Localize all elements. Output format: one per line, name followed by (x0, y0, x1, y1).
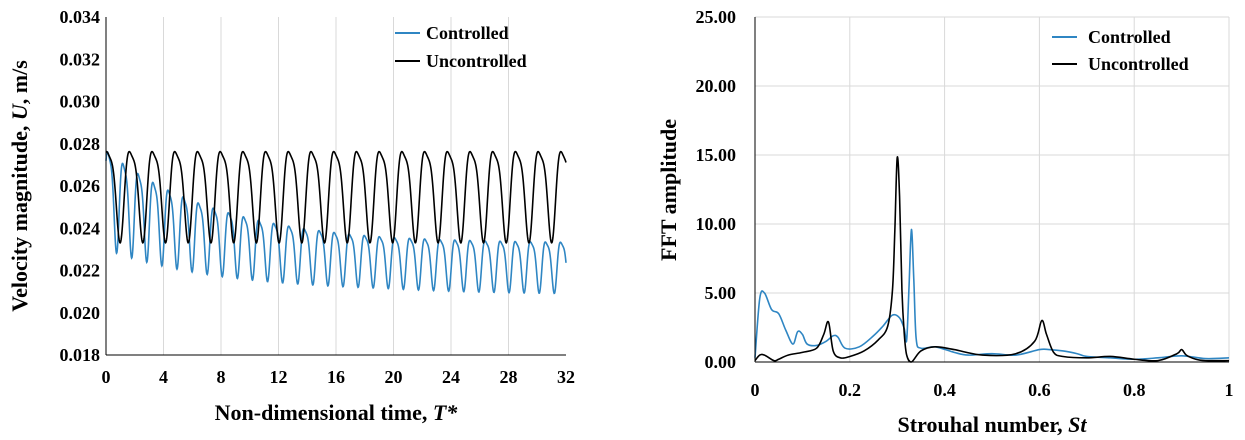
c2-x-tick-label: 1 (1225, 380, 1234, 400)
c1-x-tick-label: 32 (557, 367, 575, 387)
c2-legend-label-controlled: Controlled (1088, 27, 1171, 47)
c1-legend: Controlled Uncontrolled (395, 23, 527, 71)
fft-spectrum-chart: 0 0.2 0.4 0.6 0.8 1 0.00 5.00 10.00 15.00 20.00 25… (656, 7, 1234, 437)
c1-x-tick-label: 20 (385, 367, 403, 387)
c2-series-line-uncontrolled (754, 156, 1230, 363)
c1-y-tick-label: 0.028 (60, 134, 101, 154)
c1-axes (105, 17, 566, 356)
c1-series-line-uncontrolled (105, 150, 567, 245)
c2-x-tick-label: 0 (751, 380, 760, 400)
c2-y-axis-label: FFT amplitude (656, 119, 681, 261)
c2-x-axis-label: Strouhal number, St (898, 412, 1088, 437)
c1-y-axis-label: Velocity magnitude, U, m/s (7, 60, 32, 312)
c2-gridlines (755, 16, 1230, 362)
c1-y-tick-label: 0.020 (60, 303, 101, 323)
c1-y-tick-label: 0.030 (60, 92, 101, 112)
c1-y-tick-label: 0.026 (60, 176, 101, 196)
c2-y-tick-label: 0.00 (705, 352, 737, 372)
time-series-chart: 0 4 8 12 16 20 24 28 32 0.018 0.020 0.022 0.024 0.02… (7, 7, 575, 425)
c2-y-tick-label: 20.00 (696, 76, 737, 96)
c1-x-tick-label: 24 (442, 367, 460, 387)
c1-y-tick-label: 0.022 (60, 261, 101, 281)
c1-x-tick-label: 16 (327, 367, 345, 387)
c1-legend-label-controlled: Controlled (426, 23, 509, 43)
c1-series-lines (105, 150, 567, 295)
c2-x-tick-label: 0.2 (839, 380, 862, 400)
c1-y-tick-labels: 0.018 0.020 0.022 0.024 0.026 0.028 0.030 0.032… (60, 7, 101, 365)
c1-x-axis-label: Non-dimensional time, T* (215, 400, 459, 425)
c2-x-tick-label: 0.8 (1123, 380, 1146, 400)
c1-x-tick-labels: 0 4 8 12 16 20 24 28 32 (102, 367, 576, 387)
c2-x-tick-label: 0.4 (933, 380, 956, 400)
c2-axes (754, 17, 1229, 363)
c2-legend: Controlled Uncontrolled (1052, 27, 1189, 74)
c1-series-line-controlled (105, 151, 567, 295)
c1-x-tick-label: 4 (159, 367, 168, 387)
c2-legend-label-uncontrolled: Uncontrolled (1088, 54, 1189, 74)
c1-gridlines (163, 17, 509, 355)
c2-series-line-controlled (754, 228, 1230, 361)
c1-x-tick-label: 12 (270, 367, 288, 387)
c2-x-tick-label: 0.6 (1028, 380, 1051, 400)
c1-y-tick-label: 0.034 (60, 7, 101, 27)
c2-x-tick-labels: 0 0.2 0.4 0.6 0.8 1 (751, 380, 1234, 400)
c1-y-tick-label: 0.024 (60, 218, 101, 238)
c1-x-tick-label: 8 (217, 367, 226, 387)
c1-y-tick-label: 0.018 (60, 345, 101, 365)
c2-y-tick-label: 25.00 (696, 7, 737, 27)
c2-series-lines (754, 156, 1230, 363)
c2-y-tick-labels: 0.00 5.00 10.00 15.00 20.00 25.00 (696, 7, 737, 372)
c1-y-tick-label: 0.032 (60, 49, 101, 69)
c1-x-tick-label: 0 (102, 367, 111, 387)
c1-legend-label-uncontrolled: Uncontrolled (426, 51, 527, 71)
c2-y-tick-label: 15.00 (696, 145, 737, 165)
c2-y-tick-label: 5.00 (705, 283, 737, 303)
c2-y-tick-label: 10.00 (696, 214, 737, 234)
c1-x-tick-label: 28 (500, 367, 518, 387)
